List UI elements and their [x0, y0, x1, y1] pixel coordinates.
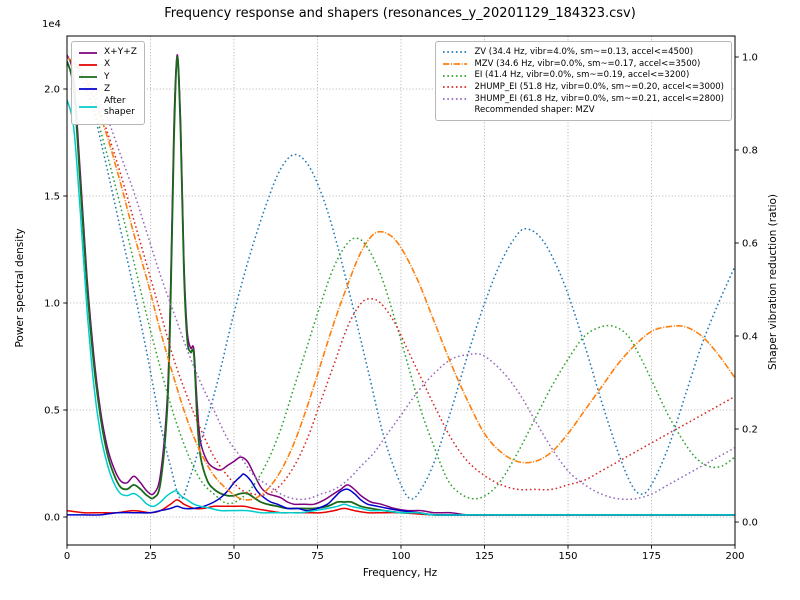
y-right-tick-label: 0.4: [742, 332, 758, 343]
legend-item: After shaper: [78, 96, 137, 119]
legend-line-sample: [443, 97, 468, 100]
series-y: [67, 55, 735, 516]
legend-item-label: Y: [104, 71, 110, 82]
legend-item: X+Y+Z: [78, 47, 137, 58]
y-right-tick-label: 0.2: [742, 425, 758, 436]
x-tick-label: 175: [642, 551, 661, 562]
legend-item-label: Z: [104, 83, 111, 94]
series-mzv-34-6-hz-vibr-0-0-sm-0-17-accel-3500-: [67, 56, 735, 501]
chart-title: Frequency response and shapers (resonanc…: [164, 6, 636, 21]
series-ei-41-4-hz-vibr-0-0-sm-0-19-accel-3200-: [67, 56, 735, 505]
x-tick-label: 75: [311, 551, 324, 562]
legend-item-label: ZV (34.4 Hz, vibr=4.0%, sm~=0.13, accel<…: [474, 47, 694, 57]
y-axis-label-left: Power spectral density: [14, 228, 26, 348]
legend-item-label: 3HUMP_EI (61.8 Hz, vibr=0.0%, sm~=0.21, …: [474, 93, 724, 104]
legend-item: X: [78, 59, 137, 70]
legend-line-sample: [443, 74, 468, 77]
legend-item: 2HUMP_EI (51.8 Hz, vibr=0.0%, sm~=0.20, …: [442, 82, 724, 93]
legend-item-label: X: [104, 59, 111, 70]
y-axis-label-right: Shaper vibration reduction (ratio): [767, 193, 779, 371]
x-axis-label: Frequency, Hz: [362, 567, 438, 579]
legend-item: EI (41.4 Hz, vibr=0.0%, sm~=0.19, accel<…: [442, 70, 724, 81]
legend-item-label: X+Y+Z: [104, 47, 137, 57]
y-right-tick-label: 0.6: [742, 239, 758, 250]
series-2hump-ei-51-8-hz-vibr-0-0-sm-0-20-accel-3000-: [67, 56, 735, 496]
legend-item-label: MZV (34.6 Hz, vibr=0.0%, sm~=0.17, accel…: [474, 58, 701, 69]
x-tick-label: 200: [725, 551, 744, 562]
x-tick-label: 150: [558, 551, 577, 562]
y-right-tick-label: 0.8: [742, 146, 758, 157]
legend-line-sample: [79, 88, 97, 91]
legend-line-sample: [443, 63, 468, 65]
y-axis-offset-text: 1e4: [42, 19, 61, 30]
series-z: [67, 473, 735, 516]
series-after: [67, 99, 735, 516]
series-3hump-ei-61-8-hz-vibr-0-0-sm-0-21-accel-2800-: [67, 56, 735, 501]
legend-item: Z: [78, 84, 137, 95]
legend-psd: X+Y+Z X Y Z After shaper: [71, 41, 145, 125]
y-left-tick-label: 2.0: [44, 85, 60, 96]
legend-line-sample: [443, 86, 468, 89]
legend-line-sample: [443, 51, 468, 54]
x-tick-label: 100: [391, 551, 410, 562]
y-right-tick-label: 0.0: [742, 518, 758, 529]
y-left-tick-label: 1.0: [44, 299, 60, 310]
recommended-shaper-note: Recommended shaper: MZV: [474, 105, 595, 116]
x-tick-label: 50: [228, 551, 241, 562]
legend-item: ZV (34.4 Hz, vibr=4.0%, sm~=0.13, accel<…: [442, 47, 724, 58]
legend-shapers: ZV (34.4 Hz, vibr=4.0%, sm~=0.13, accel<…: [435, 41, 732, 121]
legend-line-sample: [79, 63, 97, 66]
legend-item-label: 2HUMP_EI (51.8 Hz, vibr=0.0%, sm~=0.20, …: [474, 81, 724, 92]
legend-item: Y: [78, 72, 137, 83]
legend-item: MZV (34.6 Hz, vibr=0.0%, sm~=0.17, accel…: [442, 59, 724, 70]
y-right-tick-label: 1.0: [742, 53, 758, 64]
legend-item-label: After shaper: [104, 96, 135, 118]
x-tick-label: 25: [144, 551, 157, 562]
x-tick-label: 0: [64, 551, 70, 562]
legend-line-sample: [79, 51, 97, 54]
y-left-tick-label: 0.5: [44, 406, 60, 417]
legend-line-sample: [79, 76, 97, 79]
y-left-tick-label: 1.5: [44, 192, 60, 203]
legend-item-label: EI (41.4 Hz, vibr=0.0%, sm~=0.19, accel<…: [474, 70, 690, 81]
y-left-tick-label: 0.0: [44, 513, 60, 524]
series-x-y-z: [67, 54, 735, 516]
legend-item: 3HUMP_EI (61.8 Hz, vibr=0.0%, sm~=0.21, …: [442, 94, 724, 105]
x-tick-label: 125: [475, 551, 494, 562]
legend-line-sample: [79, 106, 97, 109]
